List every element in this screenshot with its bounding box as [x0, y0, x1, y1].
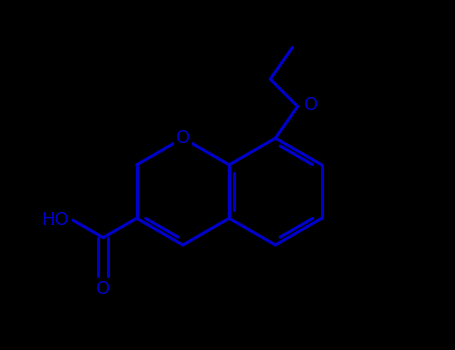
Text: O: O	[176, 129, 190, 147]
Text: O: O	[96, 280, 110, 298]
Text: HO: HO	[42, 211, 69, 229]
Text: O: O	[304, 96, 318, 114]
